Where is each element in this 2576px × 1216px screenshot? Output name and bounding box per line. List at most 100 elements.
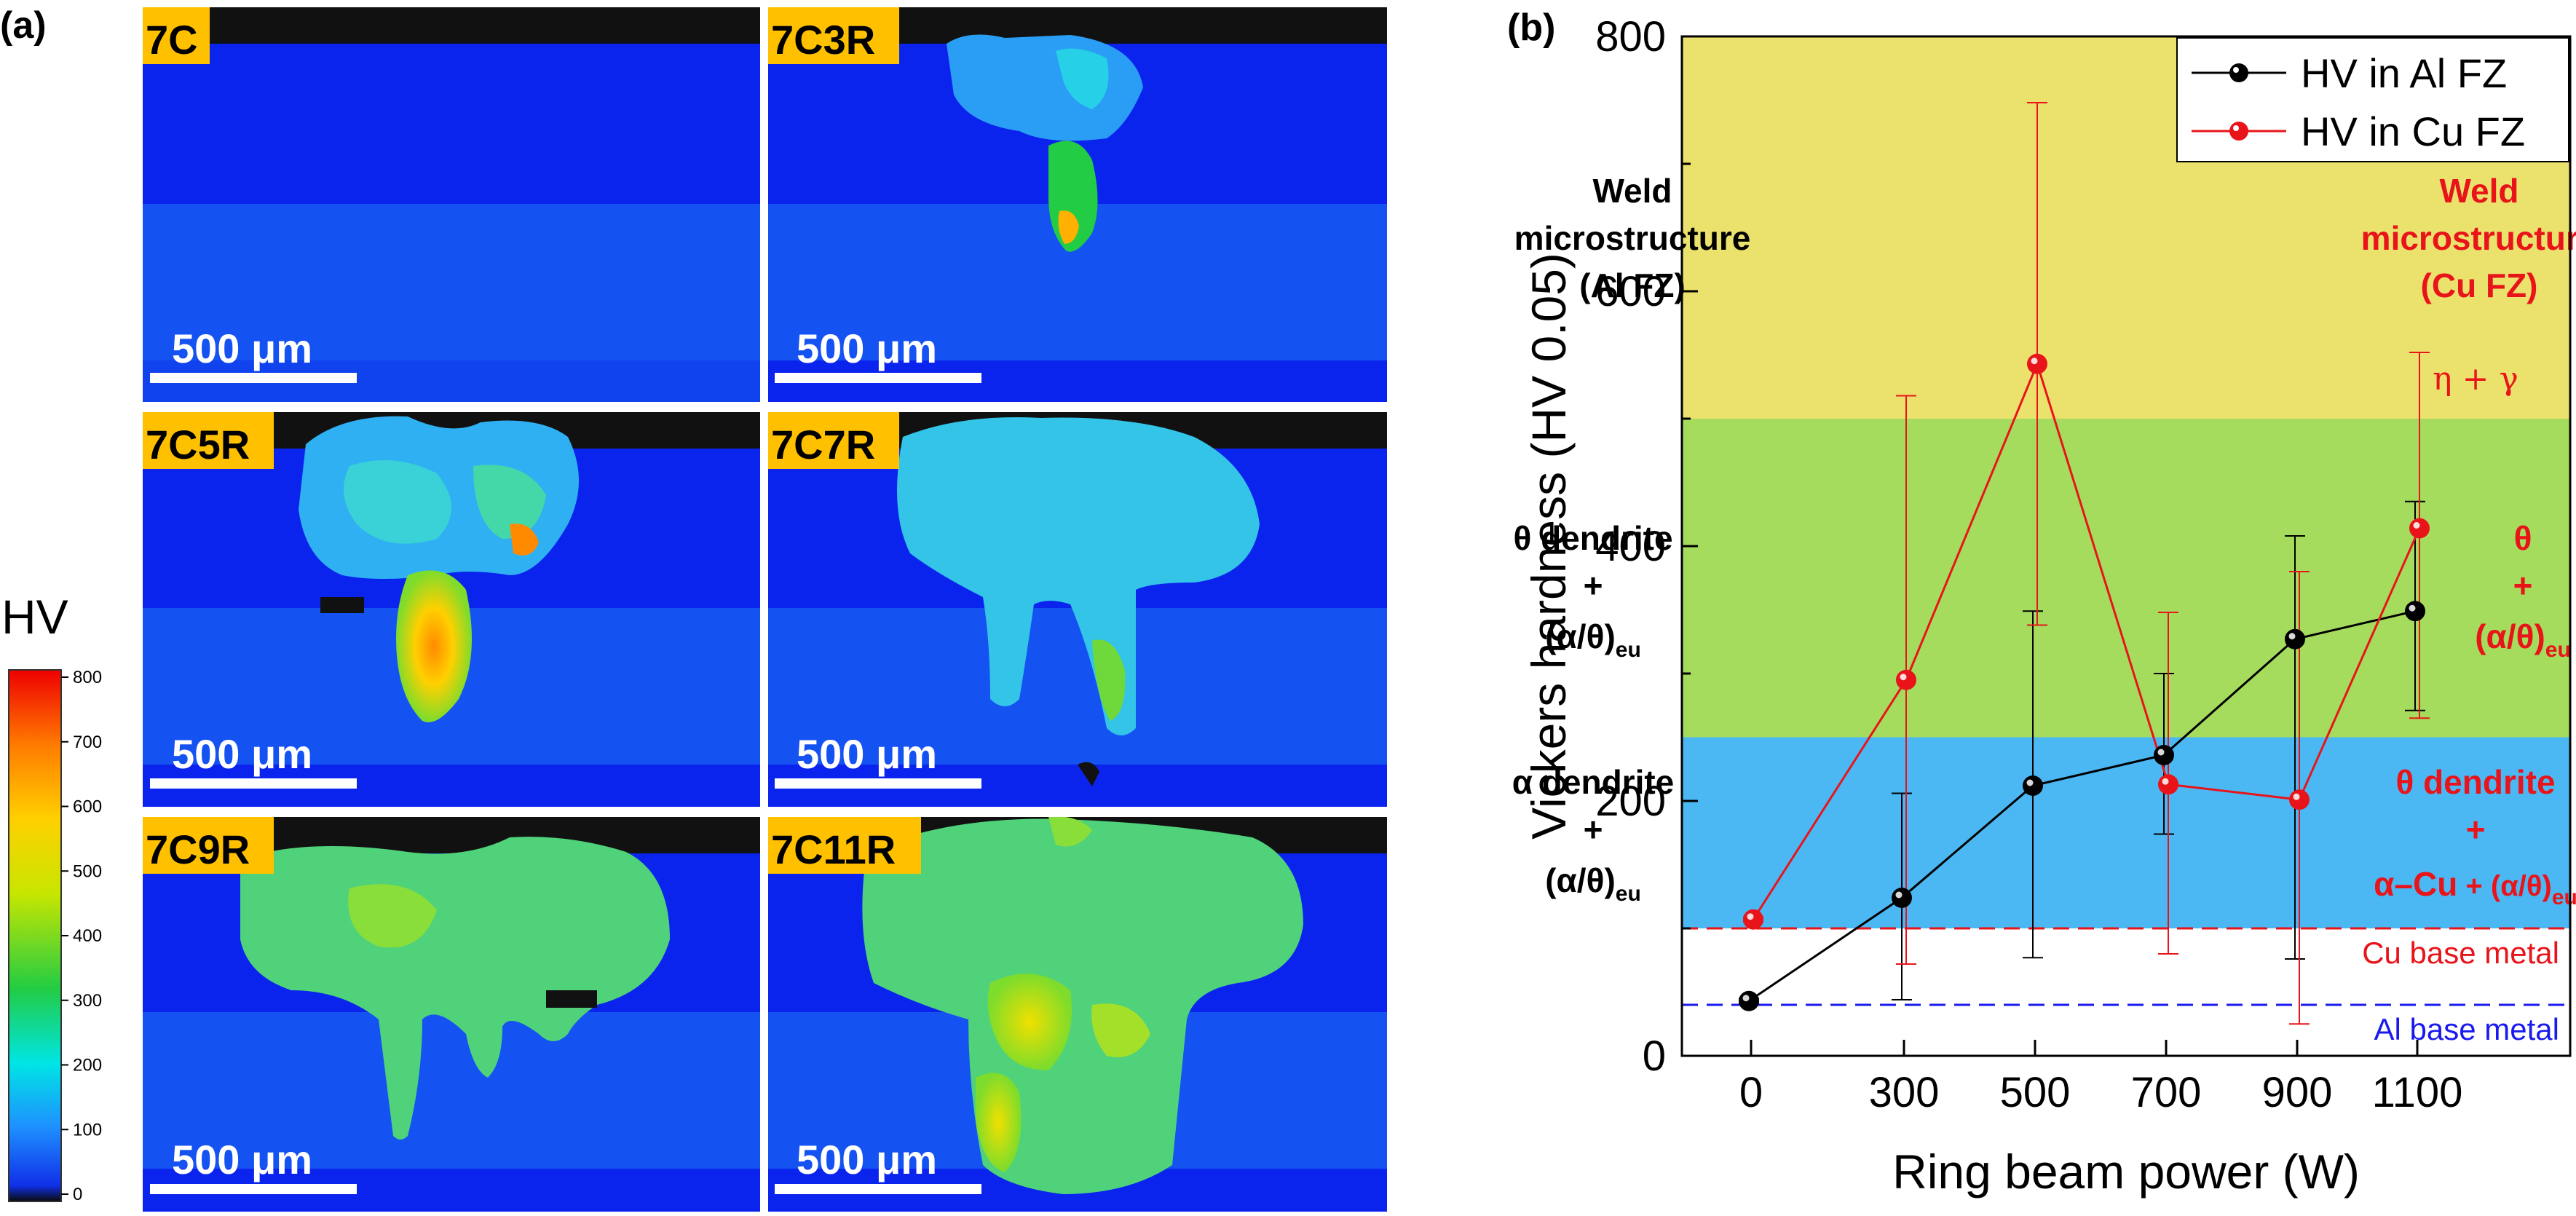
svg-text:+: + [2466, 810, 2486, 848]
map-label-7c9r: 7C9R [143, 817, 274, 874]
colorbar-tick-label: 200 [73, 1056, 102, 1075]
svg-text:(α/θ)eu: (α/θ)eu [1545, 861, 1641, 906]
svg-text:θ dendrite: θ dendrite [2395, 763, 2555, 801]
series-line [1748, 609, 2416, 1002]
x-axis-title: Ring beam power (W) [1892, 1145, 2360, 1199]
svg-text:7C9R: 7C9R [146, 826, 250, 872]
data-point [2158, 774, 2178, 795]
data-point [2285, 628, 2305, 650]
colorbar-tick-label: 700 [73, 733, 102, 752]
svg-text:microstructure: microstructure [2361, 219, 2576, 257]
hardness-colorbar: HV 800 700 600 500 400 300 200 100 0 [1, 590, 102, 1204]
data-point [2023, 775, 2043, 796]
map-label-7c5r: 7C5R [143, 412, 274, 469]
data-point [1739, 990, 1759, 1011]
y-tick-label: 0 [1643, 1033, 1666, 1080]
hardness-map-7c [143, 7, 760, 402]
annotation-left-header: Weld microstructure (Al FZ) [1514, 172, 1751, 304]
svg-text:500 μm: 500 μm [172, 325, 312, 371]
svg-text:500 μm: 500 μm [172, 731, 312, 777]
colorbar-tick-label: 400 [73, 926, 102, 946]
hardness-chart-panel: (b) Cu base metal Al base metal Weld micr… [1507, 7, 2576, 1199]
hardness-maps-panel: (a) [0, 0, 1398, 1216]
x-tick-label: 0 [1739, 1069, 1763, 1116]
svg-text:7C3R: 7C3R [771, 17, 875, 63]
annotation-theta-cu: θ + (α/θ)eu [2475, 519, 2571, 662]
annotation-theta-dendrite-cu: θ dendrite + α–Cu + (α/θ)eu [2374, 763, 2576, 909]
y-axis: 0 200 400 600 800 [1595, 13, 1698, 1080]
legend-label-al-fz: HV in Al FZ [2301, 50, 2507, 96]
scale-bar: 500 μm [775, 325, 981, 383]
colorbar-title: HV [1, 590, 68, 644]
error-bar [2285, 535, 2305, 960]
scale-bar: 500 μm [150, 731, 357, 789]
svg-text:500 μm: 500 μm [797, 731, 937, 777]
base-metal-label: Al base metal [2374, 1012, 2559, 1046]
map-label-7c7r: 7C7R [768, 412, 899, 469]
svg-text:microstructure: microstructure [1514, 219, 1751, 257]
y-tick-label: 600 [1595, 268, 1666, 315]
annotation-alpha-dendrite-al: α dendrite + (α/θ)eu [1512, 763, 1675, 906]
scale-bar: 500 μm [150, 1137, 357, 1194]
base-metal-reference-lines: Cu base metal Al base metal [1682, 927, 2570, 1046]
y-axis-title: Vickers hardness (HV 0.05) [1522, 253, 1576, 840]
svg-text:+: + [2513, 566, 2533, 604]
map-label-7c11r: 7C11R [768, 817, 921, 874]
panel-a-letter: (a) [0, 4, 47, 47]
hardness-map-7c9r [143, 817, 760, 1212]
x-tick-label: 300 [1869, 1069, 1940, 1116]
hardness-map-7c7r [768, 412, 1387, 807]
svg-text:7C11R: 7C11R [771, 826, 896, 872]
colorbar-tick-label: 300 [73, 991, 102, 1011]
svg-text:θ: θ [2514, 519, 2532, 557]
hardness-map-7c3r [768, 7, 1387, 402]
colorbar-tick-label: 600 [73, 797, 102, 817]
svg-text:(Al FZ): (Al FZ) [1579, 267, 1686, 304]
series-lines [1748, 360, 2421, 1002]
x-tick-label: 1100 [2372, 1069, 2463, 1116]
colorbar-tick-label: 0 [73, 1185, 82, 1204]
map-label-7c3r: 7C3R [768, 7, 899, 64]
y-tick-label: 800 [1595, 13, 1666, 60]
scale-bar: 500 μm [775, 1137, 981, 1194]
data-point [1896, 669, 1916, 690]
svg-text:α dendrite: α dendrite [1512, 763, 1675, 801]
svg-text:Weld: Weld [1592, 172, 1672, 210]
svg-text:(α/θ)eu: (α/θ)eu [2475, 617, 2571, 662]
y-tick-label: 400 [1595, 523, 1666, 570]
svg-text:θ dendrite: θ dendrite [1513, 519, 1672, 557]
annotation-right-header: Weld microstructure (Cu FZ) [2361, 172, 2576, 304]
colorbar-tick-label: 500 [73, 861, 102, 881]
svg-text:(α/θ)eu: (α/θ)eu [1545, 617, 1641, 662]
svg-text:α–Cu + (α/θ)eu: α–Cu + (α/θ)eu [2374, 865, 2576, 909]
svg-text:Weld: Weld [2439, 172, 2518, 210]
x-tick-label: 700 [2131, 1069, 2202, 1116]
svg-text:+: + [1584, 810, 1603, 848]
x-tick-label: 500 [2000, 1069, 2071, 1116]
svg-text:+: + [1584, 566, 1603, 604]
svg-text:(Cu FZ): (Cu FZ) [2421, 267, 2538, 304]
map-grid-separators [0, 0, 1398, 1216]
svg-text:7C7R: 7C7R [771, 422, 875, 467]
colorbar-tick-label: 100 [73, 1120, 102, 1140]
data-point [2405, 601, 2425, 622]
svg-text:500 μm: 500 μm [797, 1137, 937, 1183]
svg-text:7C: 7C [146, 17, 198, 63]
colorbar-tick-label: 800 [73, 668, 102, 687]
y-tick-label: 200 [1595, 778, 1666, 825]
x-tick-label: 900 [2262, 1069, 2333, 1116]
legend: HV in Al FZ HV in Cu FZ [2176, 37, 2569, 162]
data-point [1743, 909, 1763, 930]
data-point [2289, 789, 2310, 810]
microstructure-bands [1682, 36, 2570, 928]
series-line [1752, 360, 2421, 920]
phase-band [1682, 419, 2570, 738]
phase-band [1682, 737, 2570, 928]
x-axis: 0 300 500 700 900 1100 [1739, 1040, 2463, 1116]
annotation-eta-gamma: η + γ [2433, 360, 2518, 398]
panel-b-letter: (b) [1507, 7, 1555, 49]
data-point [2027, 353, 2047, 374]
svg-text:500 μm: 500 μm [797, 325, 937, 371]
data-point [1892, 888, 1912, 908]
svg-text:500 μm: 500 μm [172, 1137, 312, 1183]
